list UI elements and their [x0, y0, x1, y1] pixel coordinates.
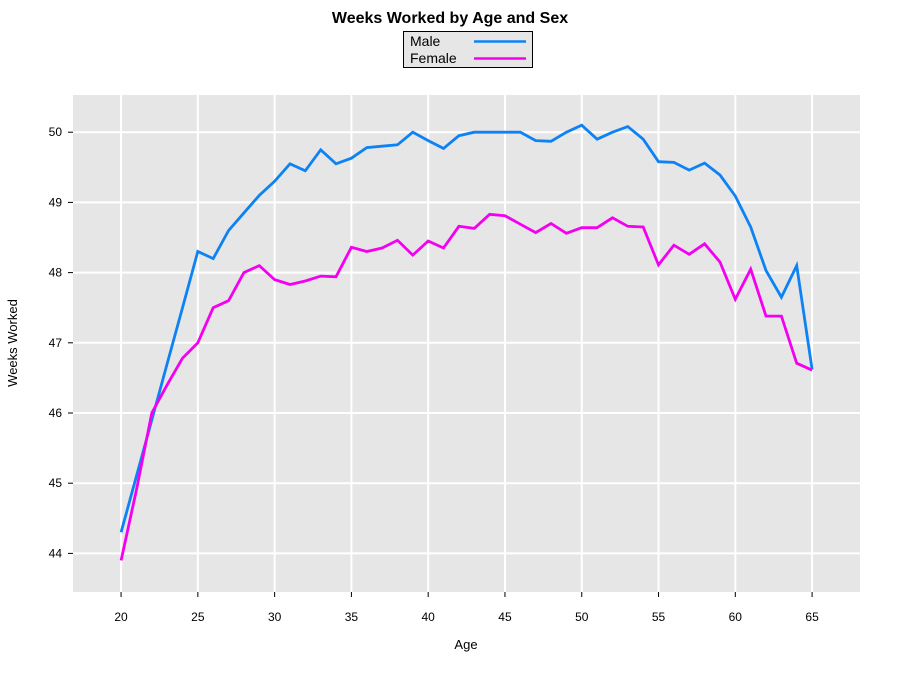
x-axis-label: Age: [454, 637, 477, 652]
x-tick-label: 55: [652, 610, 666, 624]
x-tick-label: 65: [805, 610, 819, 624]
x-tick-label: 45: [498, 610, 512, 624]
y-tick-label: 50: [49, 125, 63, 139]
y-tick-label: 49: [49, 195, 63, 209]
x-tick-label: 30: [268, 610, 282, 624]
y-tick-label: 46: [49, 406, 63, 420]
legend: Male Female: [403, 31, 533, 68]
y-tick-label: 47: [49, 336, 63, 350]
x-tick-label: 20: [114, 610, 128, 624]
x-tick-labels: 20 25 30 35 40 45 50 55 60 65: [114, 610, 819, 624]
legend-label-male: Male: [410, 33, 441, 49]
data-series: [119, 123, 814, 561]
y-axis-label: Weeks Worked: [5, 299, 20, 387]
chart-title: Weeks Worked by Age and Sex: [332, 10, 568, 27]
x-tick-label: 35: [345, 610, 359, 624]
y-tick-labels: 44 45 46 47 48 49 50: [49, 125, 63, 560]
female-line: [119, 212, 813, 561]
legend-label-female: Female: [410, 50, 457, 66]
y-tick-label: 48: [49, 266, 63, 280]
axis-tick-marks: [68, 131, 813, 597]
legend-box: [403, 31, 533, 68]
x-tick-label: 60: [729, 610, 743, 624]
male-line: [119, 123, 814, 533]
x-tick-label: 25: [191, 610, 205, 624]
y-tick-label: 44: [49, 546, 63, 560]
y-tick-label: 45: [49, 476, 63, 490]
x-tick-label: 40: [422, 610, 436, 624]
gridlines: [73, 95, 860, 592]
x-tick-label: 50: [575, 610, 589, 624]
